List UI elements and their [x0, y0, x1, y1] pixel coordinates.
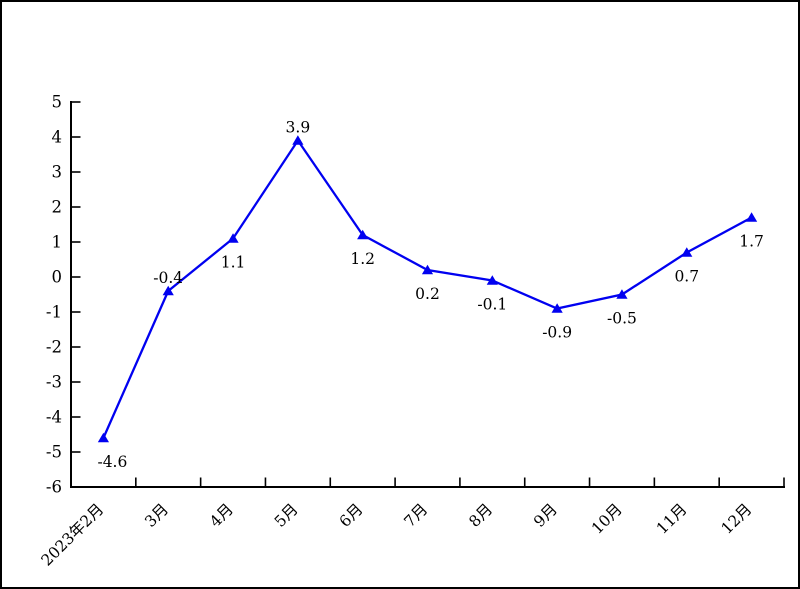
y-tick-label: 4: [52, 128, 63, 147]
y-tick-label: 0: [52, 268, 63, 287]
y-tick-label: 1: [52, 233, 63, 252]
data-point-marker: [616, 289, 628, 299]
x-tick-label: 7月: [401, 500, 432, 531]
x-tick-label: 9月: [530, 500, 561, 531]
data-point-marker: [97, 432, 110, 443]
data-point-marker: [681, 247, 693, 257]
y-tick-label: -1: [46, 303, 62, 322]
data-point-label: 0.2: [415, 285, 440, 303]
data-point-label: 1.7: [739, 233, 764, 251]
x-tick-label: 6月: [336, 500, 367, 531]
y-tick-label: -3: [46, 373, 62, 392]
data-point-label: -0.9: [542, 324, 572, 342]
data-point-label: 3.9: [286, 119, 311, 137]
data-point-marker: [486, 275, 498, 285]
x-tick-label: 11月: [653, 500, 691, 538]
data-point-marker: [357, 229, 369, 240]
y-tick-label: -4: [46, 408, 62, 427]
y-tick-label: -5: [46, 443, 62, 462]
data-point-label: -0.1: [477, 296, 507, 314]
data-point-marker: [162, 285, 174, 296]
data-point-label: 0.7: [674, 268, 699, 286]
data-point-label: -4.6: [97, 453, 127, 471]
y-tick-label: 3: [52, 163, 63, 182]
y-tick-label: 5: [52, 93, 63, 112]
data-point-label: -0.4: [153, 269, 183, 287]
data-point-label: 1.2: [350, 250, 375, 268]
data-point-marker: [292, 135, 304, 145]
x-tick-label: 12月: [718, 500, 756, 538]
y-tick-label: 2: [52, 198, 63, 217]
data-point-marker: [745, 212, 758, 222]
data-point-marker: [227, 233, 239, 243]
y-tick-label: -2: [46, 338, 62, 357]
x-tick-label: 2023年2月: [38, 500, 108, 570]
data-point-label: 1.1: [221, 254, 246, 272]
data-point-label: -0.5: [607, 310, 637, 328]
x-tick-label: 3月: [141, 500, 172, 531]
x-tick-label: 5月: [271, 500, 302, 531]
data-point-marker: [421, 264, 434, 275]
data-point-marker: [551, 303, 563, 313]
y-tick-label: -6: [46, 478, 62, 497]
x-tick-label: 10月: [588, 500, 626, 538]
x-tick-label: 8月: [465, 500, 496, 531]
x-tick-label: 4月: [206, 500, 237, 531]
